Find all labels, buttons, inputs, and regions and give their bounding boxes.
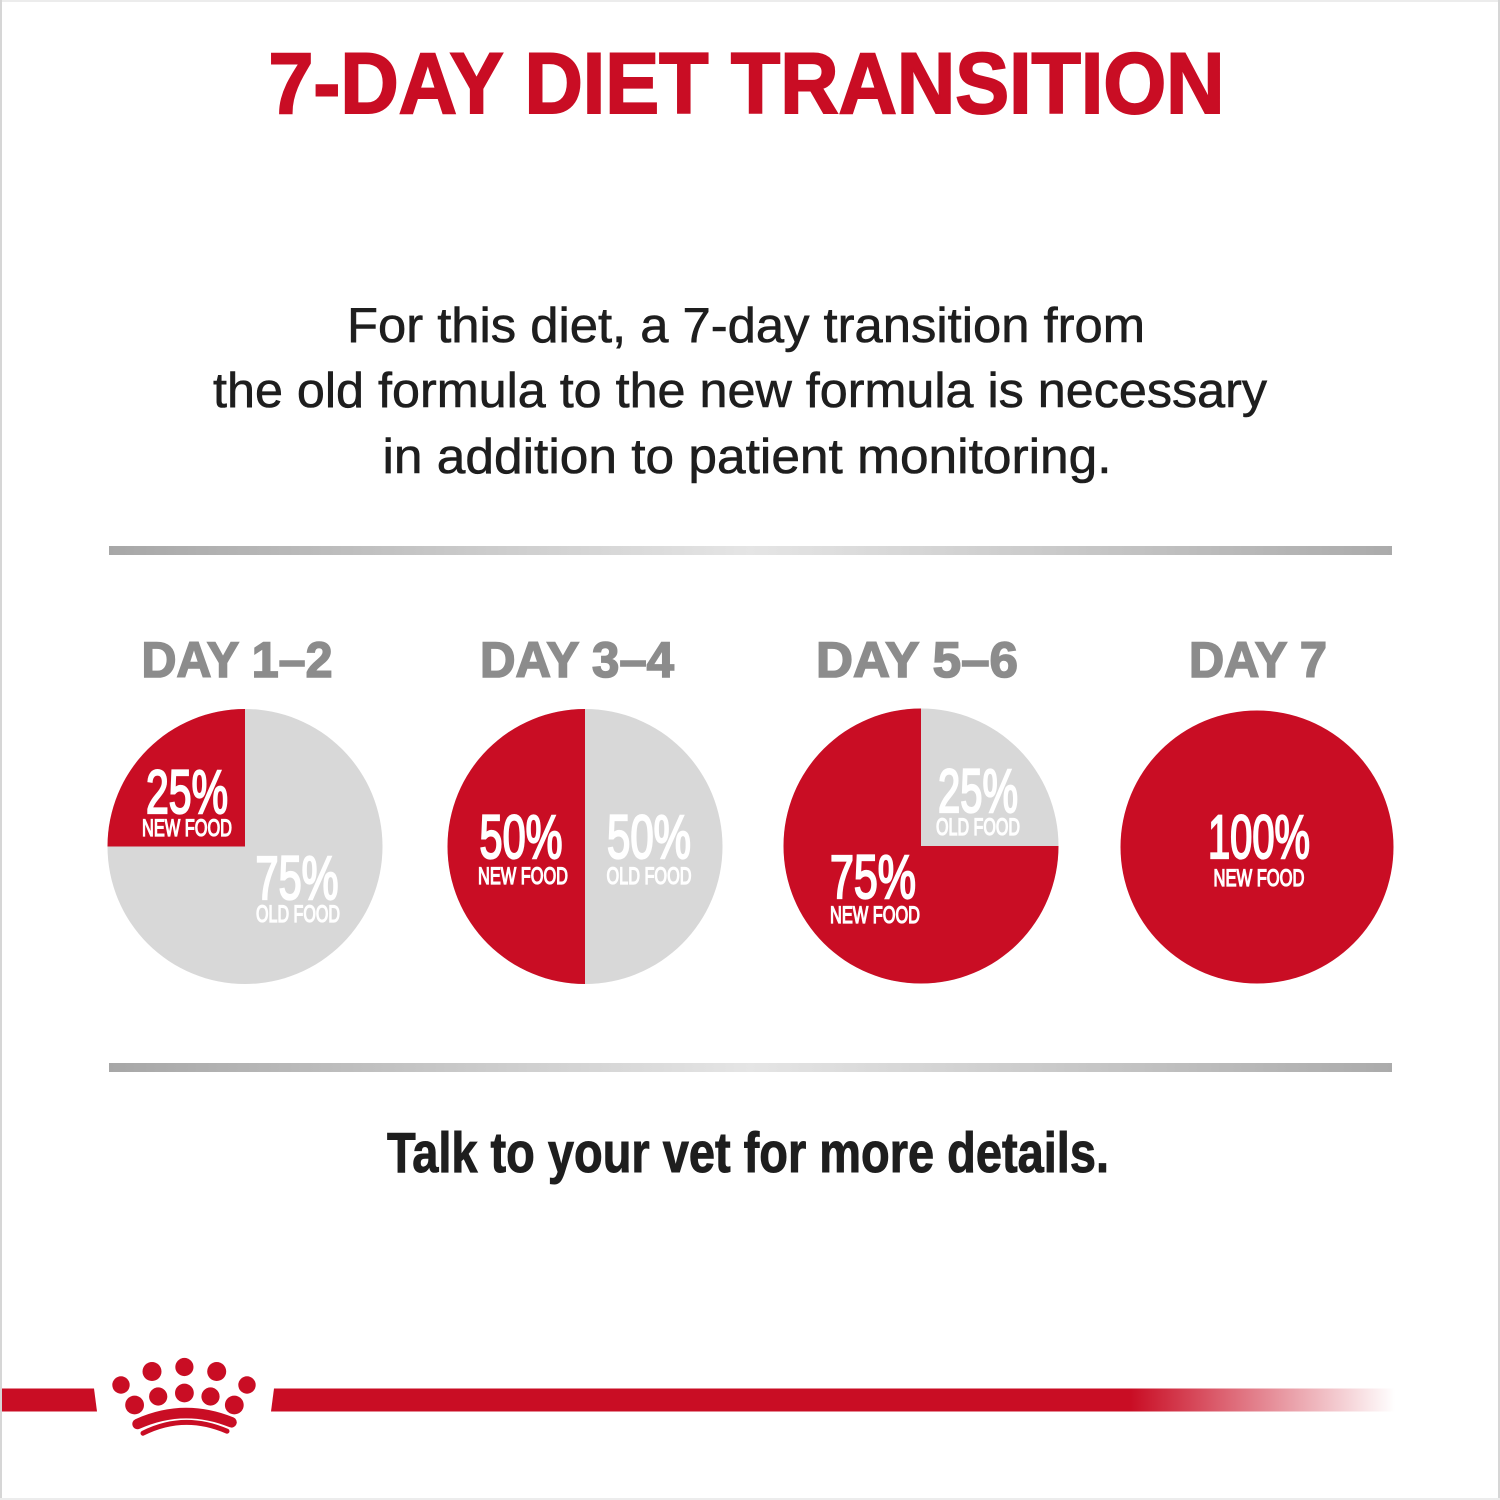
svg-text:50%: 50% (480, 803, 563, 871)
svg-text:NEW FOOD: NEW FOOD (830, 902, 920, 929)
svg-text:100%: 100% (1208, 803, 1310, 871)
svg-text:OLD FOOD: OLD FOOD (936, 814, 1020, 841)
svg-text:For this diet, a 7-day transit: For this diet, a 7-day transition from (347, 299, 1145, 353)
svg-text:in addition to patient monitor: in addition to patient monitoring. (383, 430, 1112, 484)
svg-text:NEW FOOD: NEW FOOD (1214, 865, 1305, 892)
svg-text:75%: 75% (256, 844, 339, 912)
svg-text:50%: 50% (607, 803, 691, 871)
svg-text:NEW FOOD: NEW FOOD (142, 815, 232, 842)
svg-text:Talk to your vet for more deta: Talk to your vet for more details. (387, 1121, 1109, 1185)
svg-text:the old formula to the new for: the old formula to the new formula is ne… (213, 364, 1268, 418)
svg-text:DAY 3–4: DAY 3–4 (480, 632, 674, 688)
svg-text:NEW FOOD: NEW FOOD (478, 863, 568, 890)
svg-text:DAY 5–6: DAY 5–6 (816, 632, 1018, 688)
svg-text:OLD FOOD: OLD FOOD (256, 901, 340, 928)
svg-text:7-DAY DIET TRANSITION: 7-DAY DIET TRANSITION (269, 36, 1225, 132)
svg-text:OLD FOOD: OLD FOOD (607, 863, 692, 890)
svg-text:25%: 25% (146, 758, 228, 826)
svg-text:25%: 25% (938, 757, 1018, 825)
svg-text:75%: 75% (830, 843, 916, 911)
svg-text:DAY 7: DAY 7 (1189, 632, 1327, 688)
svg-text:DAY 1–2: DAY 1–2 (142, 632, 333, 688)
